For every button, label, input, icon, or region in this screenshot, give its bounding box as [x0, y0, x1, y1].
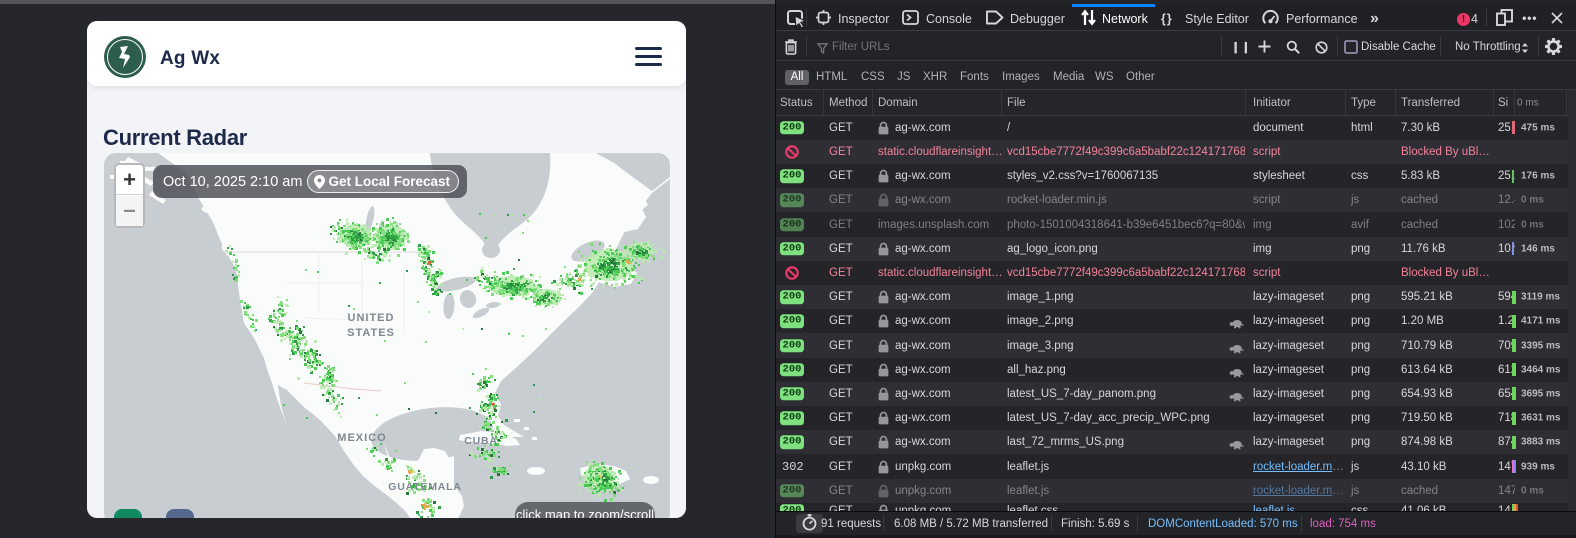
- svg-text:UNITED: UNITED: [348, 312, 395, 324]
- svg-text:CUBA: CUBA: [464, 435, 498, 447]
- svg-text:STATES: STATES: [347, 327, 395, 339]
- svg-text:MEXICO: MEXICO: [337, 432, 386, 444]
- svg-text:GUATEMALA: GUATEMALA: [388, 481, 462, 493]
